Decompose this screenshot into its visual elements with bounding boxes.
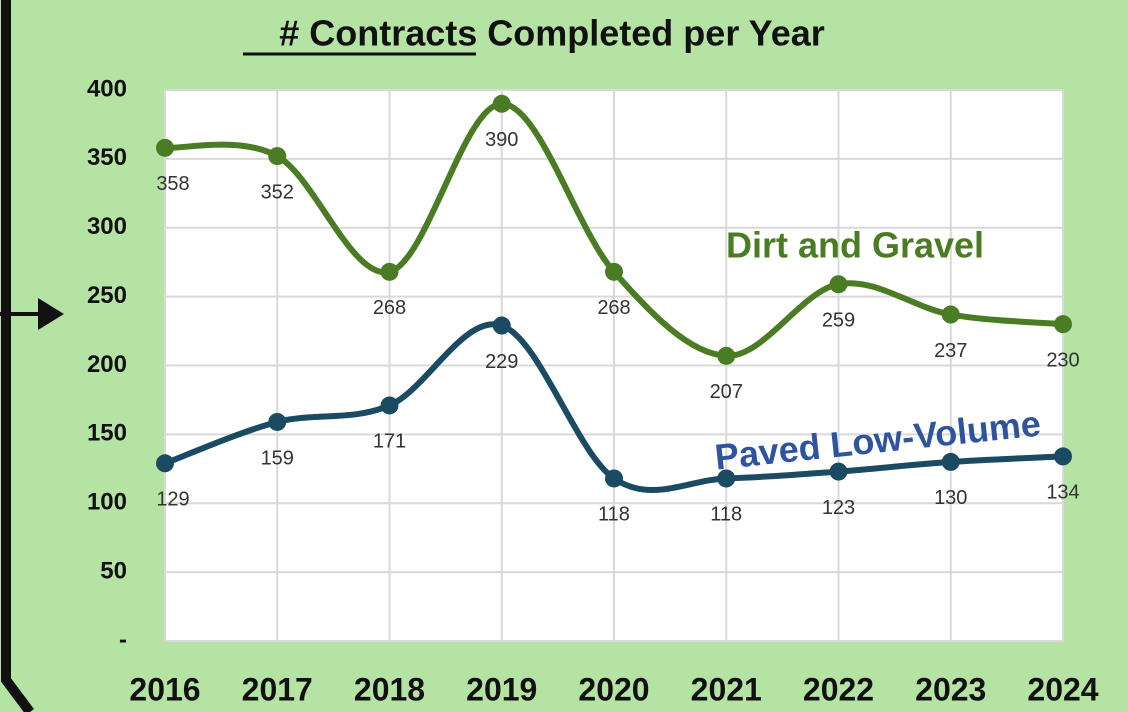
data-label: 352 [261,181,294,203]
data-label: 268 [373,297,406,319]
x-tick-label: 2020 [578,671,649,707]
y-tick-label: - [119,626,127,653]
series-name: Dirt and Gravel [726,225,984,266]
point [492,94,511,113]
point [605,469,623,488]
point [1054,447,1072,466]
point [156,138,174,157]
point [492,316,511,335]
y-tick-label: 200 [87,351,127,378]
y-tick-label: 100 [87,489,127,516]
y-tick-label: 300 [87,213,127,240]
x-tick-label: 2018 [354,671,425,707]
point [380,262,399,281]
x-tick-label: 2023 [915,671,986,707]
y-tick-label: 400 [87,75,127,102]
x-tick-label: 2017 [242,671,313,707]
data-label: 159 [261,447,294,469]
point [268,412,287,431]
y-tick-label: 250 [87,282,127,309]
data-label: 207 [710,381,743,403]
x-tick-label: 2024 [1027,671,1098,707]
x-tick-label: 2016 [129,671,200,707]
series-line [163,321,1064,494]
point [941,305,960,324]
x-tick-label: 2021 [691,671,762,707]
point [717,346,736,365]
data-label: 390 [485,129,518,151]
x-tick-label: 2019 [466,671,537,707]
data-label: 230 [1046,349,1079,371]
point [156,454,174,473]
y-tick-label: 50 [100,557,127,584]
x-tick-label: 2022 [803,671,874,707]
point [1054,315,1072,334]
data-label: 259 [822,310,855,332]
data-label: 229 [485,351,518,373]
data-label: 123 [822,497,855,519]
y-tick-label: 350 [87,144,127,171]
data-label: 237 [934,340,967,362]
y-tick-label: 150 [87,420,127,447]
data-label: 358 [156,173,189,195]
point [941,452,960,471]
point [268,147,287,166]
data-label: 134 [1046,482,1079,504]
data-label: 130 [934,487,967,509]
point [717,469,736,488]
point [380,396,399,415]
series-line [164,100,1064,359]
data-label: 118 [598,504,630,526]
data-label: 268 [597,297,630,319]
data-label: 129 [156,489,189,511]
chart-title: # Contracts Completed per Year [279,13,825,54]
frame-edge [1,0,34,712]
point [829,462,848,481]
arrow [0,298,64,330]
point [605,262,623,281]
data-label: 118 [710,504,742,526]
data-label: 171 [373,431,406,453]
point [829,275,848,294]
